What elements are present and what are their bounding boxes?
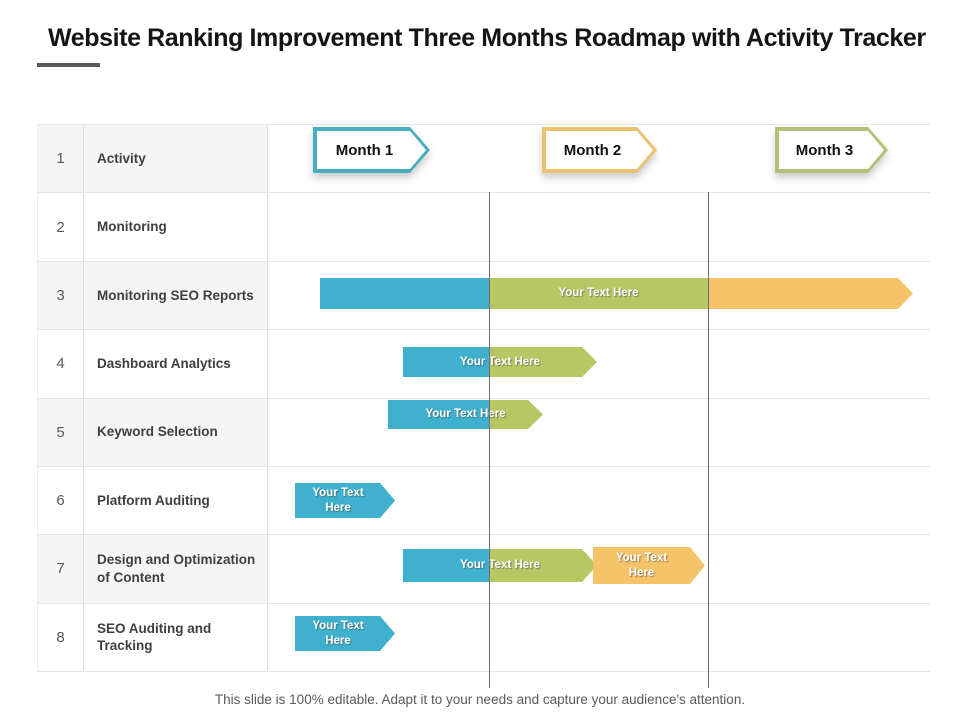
month-arrow-fill	[779, 131, 884, 169]
month-3-label: Month 3	[795, 141, 854, 159]
row-number: 3	[38, 261, 84, 330]
month-divider-line-2	[708, 192, 709, 688]
activity-table: 1 Activity 2 Monitoring 3 Monitoring SEO…	[37, 124, 930, 672]
bar-row6-teal-arrow	[295, 483, 395, 518]
row-number: 6	[38, 466, 84, 535]
month-arrow-fill	[317, 131, 426, 169]
table-row: 7 Design and Optimization of Content	[38, 535, 930, 604]
bar-row7-orange-placeholder-text: Your Text Here	[615, 551, 668, 579]
footer-note: This slide is 100% editable. Adapt it to…	[214, 692, 746, 707]
row-number: 1	[38, 125, 84, 193]
activity-header-label: Activity	[84, 125, 268, 193]
table-row: 3 Monitoring SEO Reports	[38, 261, 930, 331]
bar-row7-orange-arrow	[593, 547, 705, 584]
month-1-marker: Month 1	[313, 127, 430, 173]
table-row: 2 Monitoring	[38, 193, 930, 262]
table-row: 5 Keyword Selection	[38, 398, 930, 467]
activity-label: Platform Auditing	[84, 466, 268, 535]
bar-row3-orange-arrow	[708, 278, 913, 309]
month-3-marker: Month 3	[775, 127, 888, 173]
bar-row4-placeholder-text: Your Text Here	[459, 355, 541, 368]
table-row: 4 Dashboard Analytics	[38, 330, 930, 399]
month-2-marker: Month 2	[542, 127, 657, 173]
chart-area-cell	[268, 399, 930, 466]
row-number: 7	[38, 535, 84, 603]
bar-row5-placeholder-text: Your Text Here	[425, 408, 506, 421]
bar-row3-teal-segment	[320, 278, 489, 309]
bar-row4-green-arrow	[489, 347, 597, 377]
chart-area-cell	[268, 193, 930, 260]
title-underline	[37, 63, 100, 67]
bar-row4-teal-segment	[403, 347, 489, 377]
month-1-label: Month 1	[335, 141, 394, 159]
activity-label: Dashboard Analytics	[84, 330, 268, 398]
activity-label: Keyword Selection	[84, 398, 268, 466]
bar-row3-placeholder-text: Your Text Here	[558, 287, 639, 300]
activity-label: Monitoring SEO Reports	[84, 261, 268, 330]
bar-row8-teal-arrow	[295, 616, 395, 651]
bar-row7-placeholder-text: Your Text Here	[459, 559, 541, 572]
month-2-label: Month 2	[563, 141, 622, 159]
slide-title: Website Ranking Improvement Three Months…	[48, 24, 926, 52]
table-row: 8 SEO Auditing and Tracking	[38, 603, 930, 672]
row-number: 4	[38, 330, 84, 398]
bar-row7-green-arrow	[489, 549, 597, 582]
bar-row6-placeholder-text: Your Text Here	[312, 486, 364, 514]
bar-row8-placeholder-text: Your Text Here	[312, 619, 364, 647]
bar-row5-teal-segment	[388, 400, 489, 429]
month-arrow-fill	[546, 131, 653, 169]
activity-label: Design and Optimization of Content	[84, 535, 268, 603]
activity-label: Monitoring	[84, 193, 268, 261]
table-row: 6 Platform Auditing	[38, 466, 930, 536]
activity-label: SEO Auditing and Tracking	[84, 603, 268, 671]
bar-row7-teal-segment	[403, 549, 489, 582]
row-number: 2	[38, 193, 84, 261]
chart-area-cell	[268, 330, 930, 397]
bar-row3-green-segment	[489, 278, 708, 309]
table-row: 1 Activity	[38, 125, 930, 194]
row-number: 8	[38, 603, 84, 671]
month-divider-line-1	[489, 192, 490, 688]
row-number: 5	[38, 398, 84, 466]
